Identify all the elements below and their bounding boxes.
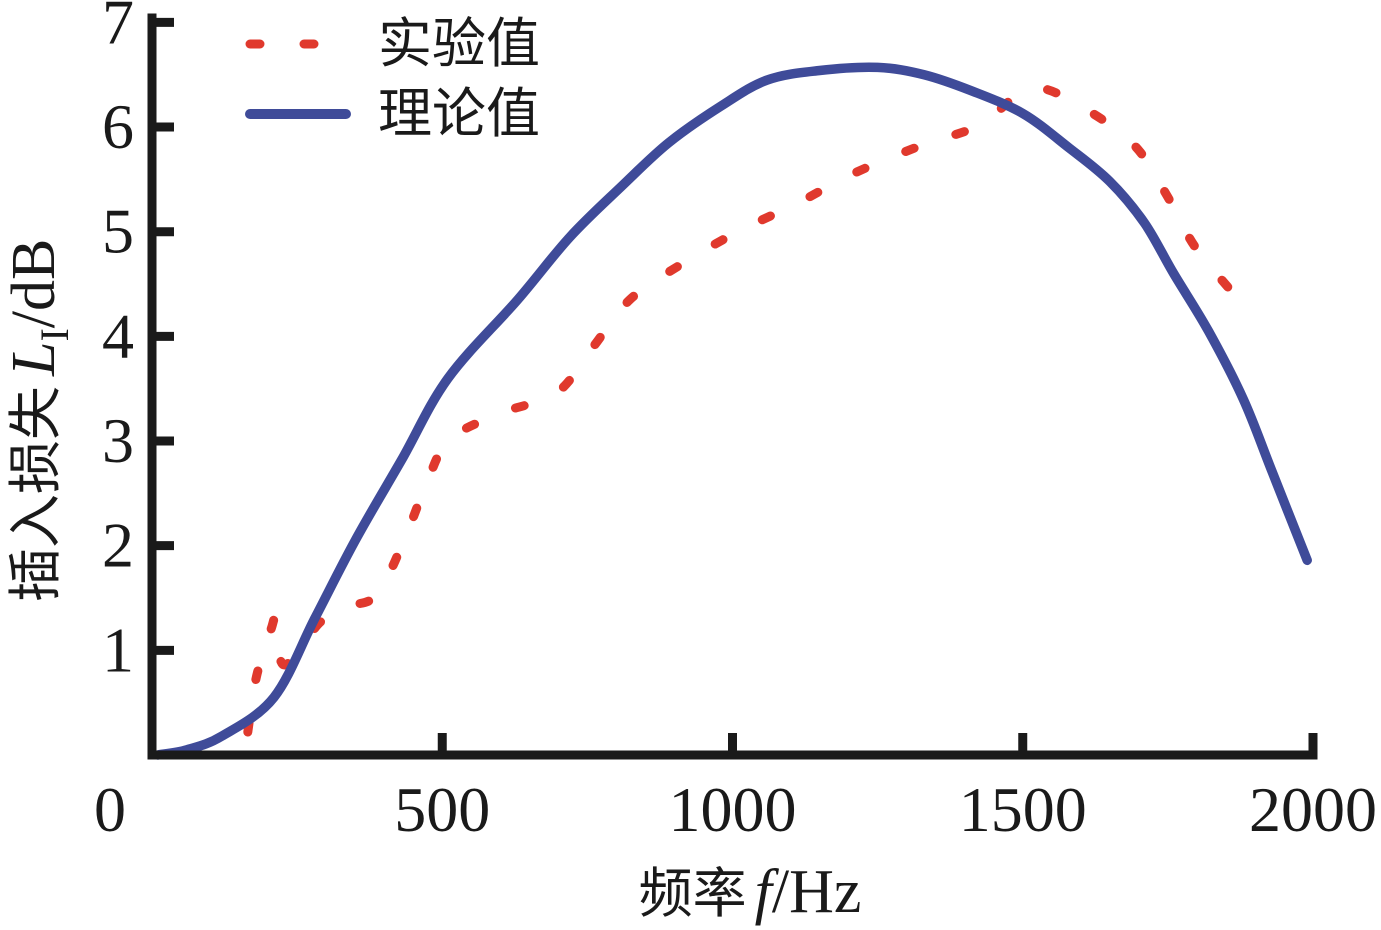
- y-tick-label-6: 6: [102, 91, 134, 162]
- theory-curve: [153, 62, 1312, 760]
- y-axis-label-subscript: I: [32, 328, 77, 341]
- axes-layer: [147, 13, 1318, 760]
- x-axis-label-unit: /Hz: [772, 858, 862, 926]
- x-tick-label-2000: 2000: [1249, 774, 1377, 845]
- curves-layer: [153, 62, 1312, 760]
- y-tick-label-2: 2: [102, 510, 134, 581]
- y-tick-label-3: 3: [102, 405, 134, 476]
- y-axis-label: 插入损失 LI/dB: [0, 239, 77, 602]
- y-axis-label-cn: 插入损失: [6, 386, 66, 602]
- experiment-curve: [243, 83, 1236, 737]
- y-axis-label-variable: L: [0, 342, 68, 377]
- legend-label-experiment: 实验值: [378, 14, 540, 74]
- x-tick-label-1000: 1000: [669, 774, 797, 845]
- x-axis-label-cn: 频率: [639, 864, 747, 924]
- x-axis-label: 频率 f/Hz: [639, 858, 862, 926]
- x-tick-label-500: 500: [394, 774, 490, 845]
- y-tick-label-7: 7: [102, 0, 134, 57]
- y-tick-label-4: 4: [102, 300, 134, 371]
- y-tick-label-1: 1: [102, 614, 134, 685]
- legend-label-theory: 理论值: [378, 84, 540, 144]
- tick-labels-layer: 0 500 1000 1500 2000 1 2 3 4 5 6 7: [94, 0, 1377, 845]
- y-tick-label-5: 5: [102, 196, 134, 267]
- x-tick-label-0: 0: [94, 774, 126, 845]
- y-axis-label-unit: /dB: [0, 239, 68, 329]
- x-tick-label-1500: 1500: [959, 774, 1087, 845]
